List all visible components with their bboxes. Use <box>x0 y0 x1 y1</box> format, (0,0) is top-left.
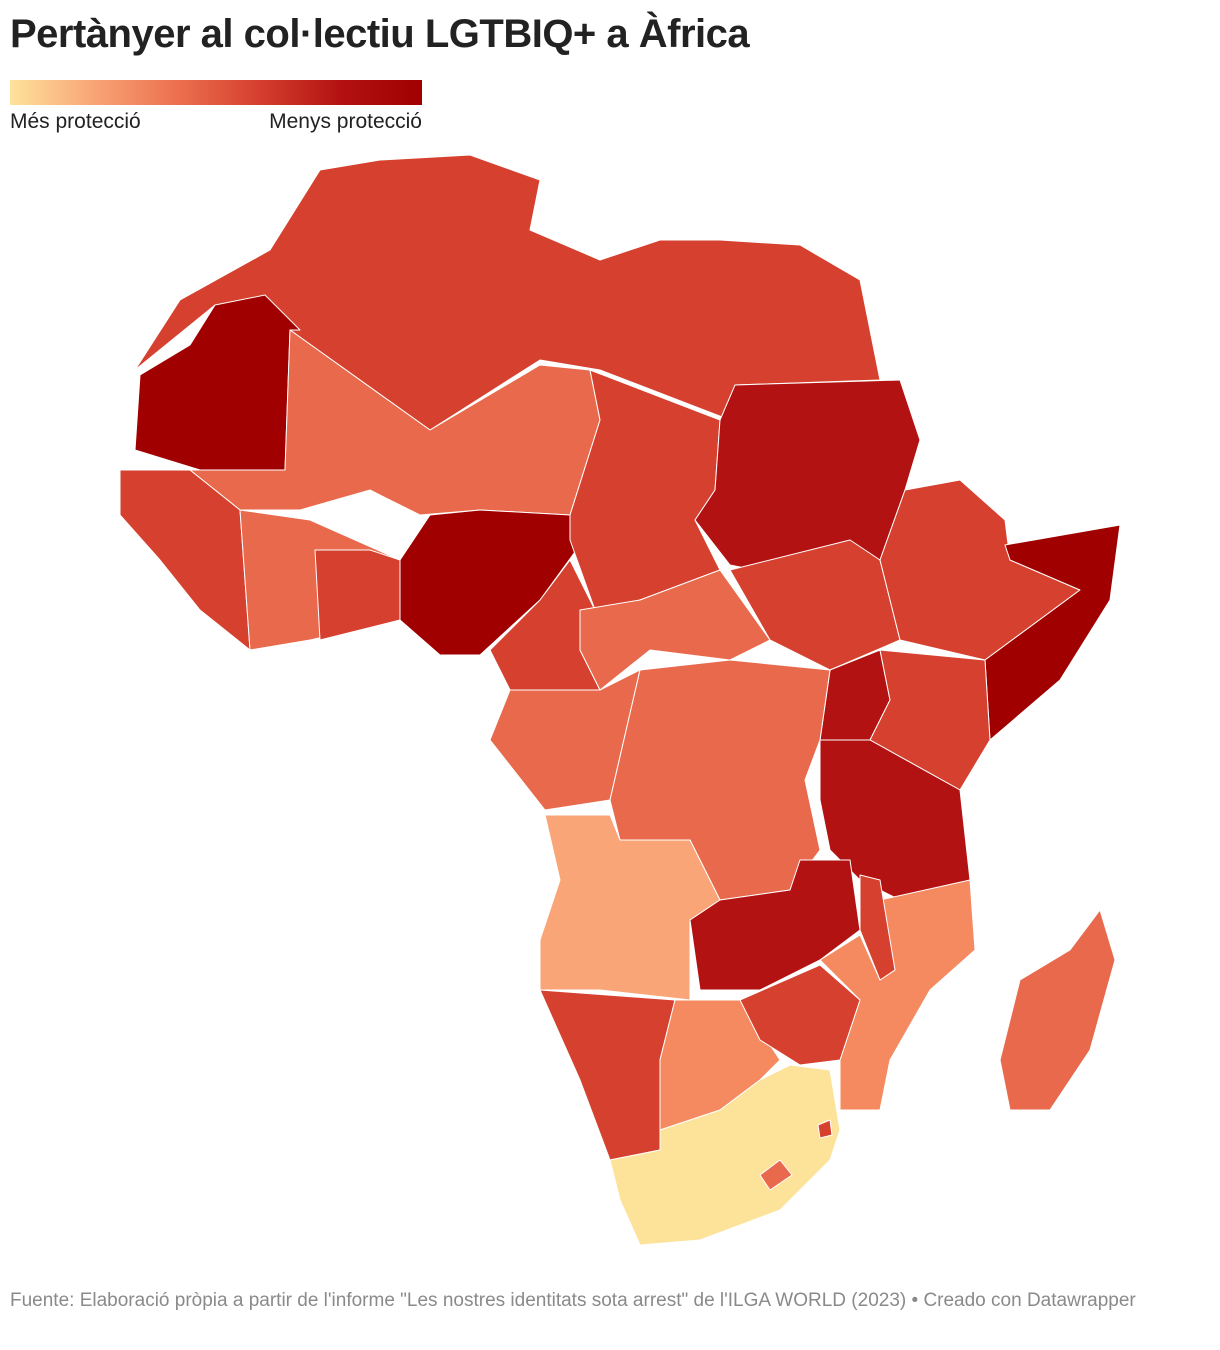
south-africa <box>609 1064 841 1246</box>
ghana-togo <box>314 549 401 641</box>
zimbabwe <box>739 964 861 1066</box>
zambia <box>689 859 861 991</box>
eswatini <box>817 1119 833 1139</box>
namibia <box>539 989 676 1161</box>
source-note: Fuente: Elaboració pròpia a partir de l'… <box>10 1290 1136 1311</box>
madagascar <box>999 909 1116 1111</box>
angola <box>539 814 721 1001</box>
legend-high-label: Menys protecció <box>269 110 422 133</box>
map <box>119 154 1121 1246</box>
north-africa <box>134 154 881 431</box>
legend-gradient <box>10 80 422 105</box>
title: Pertànyer al col·lectiu LGTBIQ+ a Àfrica <box>10 12 750 56</box>
lesotho <box>759 1159 793 1191</box>
mauritania <box>134 294 301 471</box>
malawi <box>859 874 896 981</box>
legend-low-label: Més protecció <box>10 110 141 133</box>
west-coast <box>119 469 251 651</box>
